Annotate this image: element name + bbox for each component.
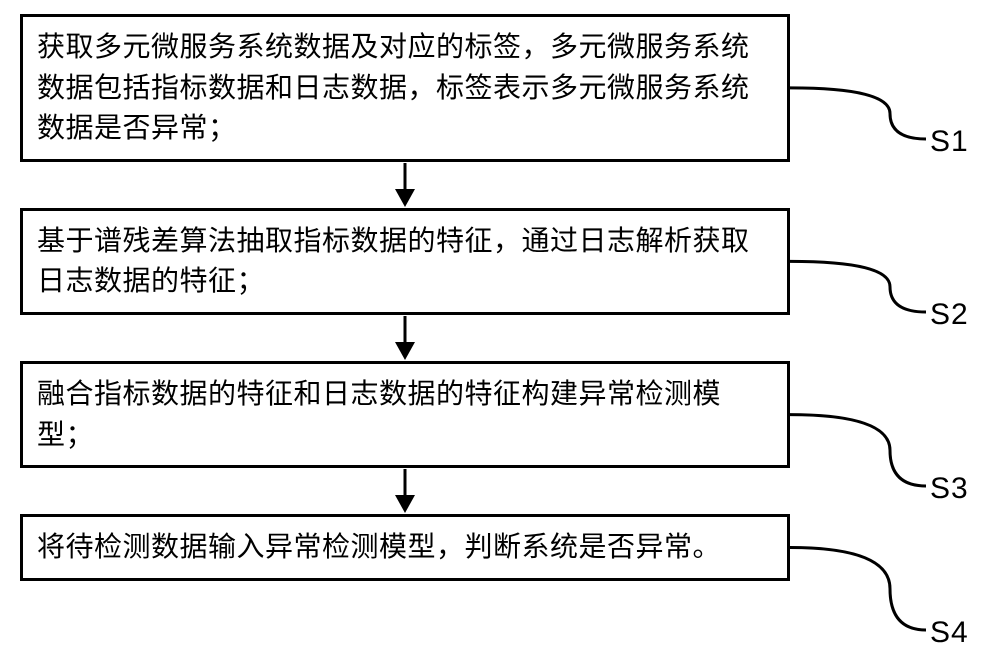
connector-curve [790,261,926,312]
connector-curve [790,415,926,486]
connector-curve [790,547,926,630]
connector-curve [790,88,926,139]
connectors-svg [0,0,1000,659]
